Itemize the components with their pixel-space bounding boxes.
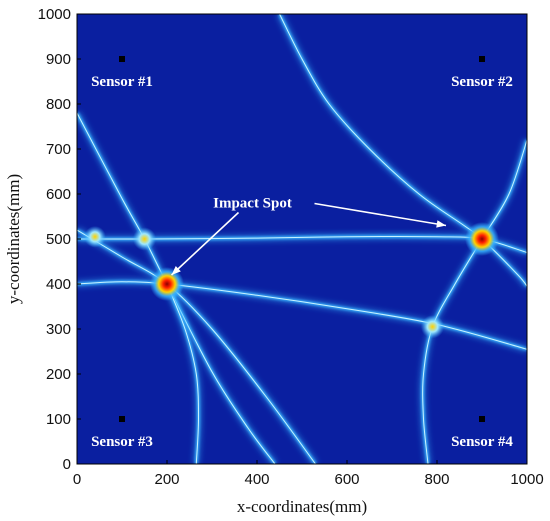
y-axis-label: y-coordinates(mm): [4, 174, 23, 304]
sensor-marker-4: [479, 416, 485, 422]
x-tick-label-4: 800: [424, 471, 449, 488]
sensor-label-2: Sensor #2: [451, 74, 513, 90]
y-axis-ticks: 0 100 200 300 400 500 600 700 800 900 1000: [38, 6, 81, 473]
y-tick-label-0: 0: [63, 456, 71, 473]
y-tick-label-4: 400: [46, 276, 71, 293]
annotation-arrow-2: [314, 202, 447, 227]
hotspot-2: [465, 222, 499, 256]
sensors: Sensor #1 Sensor #2 Sensor #3 Sensor #4: [91, 56, 513, 450]
x-tick-label-5: 1000: [510, 471, 543, 488]
x-tick-label-0: 0: [73, 471, 81, 488]
x-axis-ticks: 0 200 400 600 800 1000: [73, 460, 544, 488]
y-tick-label-5: 500: [46, 231, 71, 248]
annotation-arrowhead-1: [171, 265, 181, 275]
x-tick-label-3: 600: [334, 471, 359, 488]
sensor-label-1: Sensor #1: [91, 74, 153, 90]
impact-annotation: Impact Spot: [170, 196, 447, 276]
sensor-marker-2: [479, 56, 485, 62]
curve-c7: [163, 282, 203, 464]
y-tick-label-9: 900: [46, 51, 71, 68]
annotation-arrow-1: [170, 211, 240, 276]
x-axis-label: x-coordinates(mm): [237, 497, 367, 516]
curve-c6: [419, 138, 527, 464]
y-tick-label-1: 100: [46, 411, 71, 428]
curve-c5: [276, 14, 527, 289]
x-tick-label-1: 200: [154, 471, 179, 488]
sensor-marker-1: [119, 56, 125, 62]
curve-c4: [77, 226, 319, 464]
y-tick-label-10: 1000: [38, 6, 71, 23]
hotspot-5: [84, 225, 106, 248]
y-tick-label-6: 600: [46, 186, 71, 203]
hotspot-1: [150, 267, 184, 301]
y-tick-label-8: 800: [46, 96, 71, 113]
y-tick-label-2: 200: [46, 366, 71, 383]
hotspot-4: [420, 315, 445, 339]
y-tick-label-7: 700: [46, 141, 71, 158]
hotspots: [84, 222, 499, 339]
y-tick-label-3: 300: [46, 321, 71, 338]
hotspot-3: [132, 227, 157, 251]
sensor-marker-3: [119, 416, 125, 422]
sensor-label-4: Sensor #4: [451, 434, 513, 450]
x-tick-label-2: 400: [244, 471, 269, 488]
annotation-arrowhead-2: [436, 220, 446, 228]
sensor-label-3: Sensor #3: [91, 434, 153, 450]
annotation-label: Impact Spot: [213, 196, 292, 212]
